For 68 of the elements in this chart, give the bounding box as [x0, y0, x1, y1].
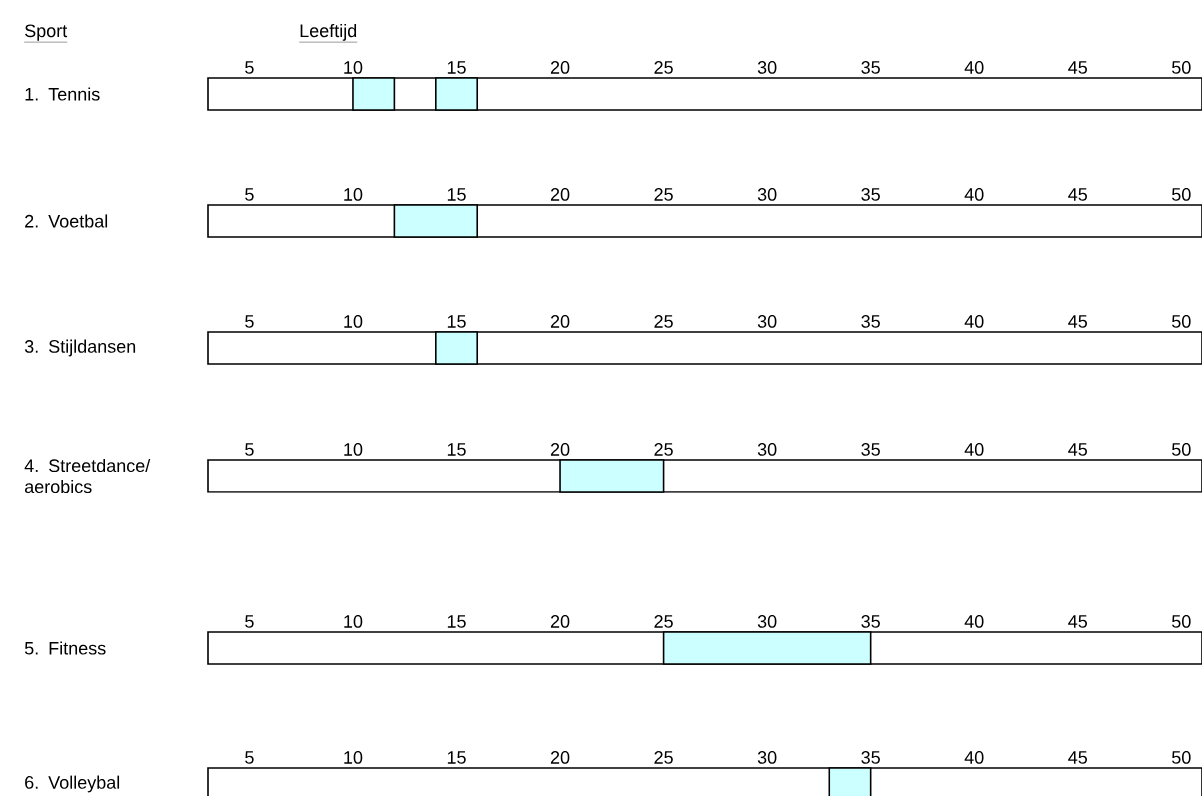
y-tick-label: 4. Streetdance/ aerobics [24, 458, 151, 494]
x-tick-label: 5 [245, 188, 254, 201]
y-tick-label: 3. Stijldansen [24, 339, 136, 357]
x-tick-label: 30 [757, 751, 777, 764]
x-tick-label: 45 [1068, 443, 1088, 456]
x-tick-label: 5 [245, 615, 254, 628]
x-tick-label: 40 [964, 315, 984, 328]
x-tick-label: 45 [1068, 315, 1088, 328]
x-tick-label: 35 [861, 751, 880, 764]
x-tick-label: 20 [550, 315, 570, 328]
x-tick-label: 35 [861, 61, 880, 74]
x-tick-label: 20 [550, 443, 570, 456]
x-tick-label: 10 [344, 615, 363, 628]
x-tick-label: 5 [245, 315, 254, 328]
x-tick-label: 15 [447, 315, 466, 328]
x-tick-label: 50 [1172, 315, 1191, 328]
x-tick-label: 50 [1172, 443, 1191, 456]
x-tick-label: 50 [1172, 615, 1191, 628]
x-tick-label: 50 [1172, 188, 1191, 201]
x-tick-label: 30 [757, 61, 777, 74]
x-tick-label: 25 [654, 188, 673, 201]
x-tick-label: 15 [447, 751, 466, 764]
x-tick-label: 35 [861, 443, 880, 456]
x-tick-label: 10 [344, 443, 363, 456]
y-tick-label: 5. Fitness [24, 641, 106, 655]
x-tick-label: 10 [344, 61, 363, 74]
x-tick-label: 40 [964, 188, 984, 201]
x-tick-label: 5 [245, 751, 254, 764]
x-tick-label: 15 [447, 615, 466, 628]
y-tick-label: 1. Tennis [25, 87, 100, 101]
y-tick-label: 6. Volleybal [25, 775, 120, 793]
x-tick-label: 15 [447, 61, 466, 74]
x-tick-label: 50 [1172, 61, 1191, 74]
x-tick-label: 35 [861, 615, 880, 628]
x-tick-label: 45 [1068, 751, 1088, 764]
y-axis-title: Sport [25, 24, 68, 41]
x-tick-label: 10 [344, 751, 363, 764]
x-tick-label: 20 [550, 615, 570, 628]
x-tick-label: 20 [550, 751, 570, 764]
x-tick-label: 45 [1068, 61, 1088, 74]
x-tick-label: 20 [550, 61, 570, 74]
x-tick-label: 30 [757, 315, 777, 328]
x-tick-label: 10 [344, 188, 363, 201]
x-axis-title: Leeftijd [300, 23, 357, 41]
x-tick-label: 40 [964, 751, 984, 764]
x-tick-label: 25 [654, 443, 673, 456]
x-tick-label: 15 [447, 188, 466, 201]
x-tick-label: 25 [654, 615, 673, 628]
x-tick-label: 5 [245, 61, 254, 74]
x-tick-label: 50 [1172, 751, 1191, 764]
x-tick-label: 40 [964, 61, 984, 74]
x-tick-label: 40 [964, 443, 984, 456]
x-tick-label: 40 [964, 615, 984, 628]
x-tick-label: 45 [1068, 188, 1088, 201]
x-tick-label: 25 [654, 751, 673, 764]
x-tick-label: 5 [245, 443, 254, 456]
x-tick-label: 20 [550, 188, 570, 201]
x-tick-label: 25 [654, 315, 673, 328]
x-tick-label: 30 [757, 188, 777, 201]
x-tick-label: 30 [757, 443, 777, 456]
x-tick-label: 35 [861, 188, 880, 201]
y-tick-label: 2. Voetbal [25, 214, 108, 228]
x-tick-label: 35 [861, 315, 880, 328]
x-tick-label: 10 [344, 315, 363, 328]
x-tick-label: 15 [447, 443, 466, 456]
x-tick-label: 30 [757, 615, 777, 628]
x-tick-label: 45 [1068, 615, 1088, 628]
x-tick-label: 25 [654, 61, 673, 74]
